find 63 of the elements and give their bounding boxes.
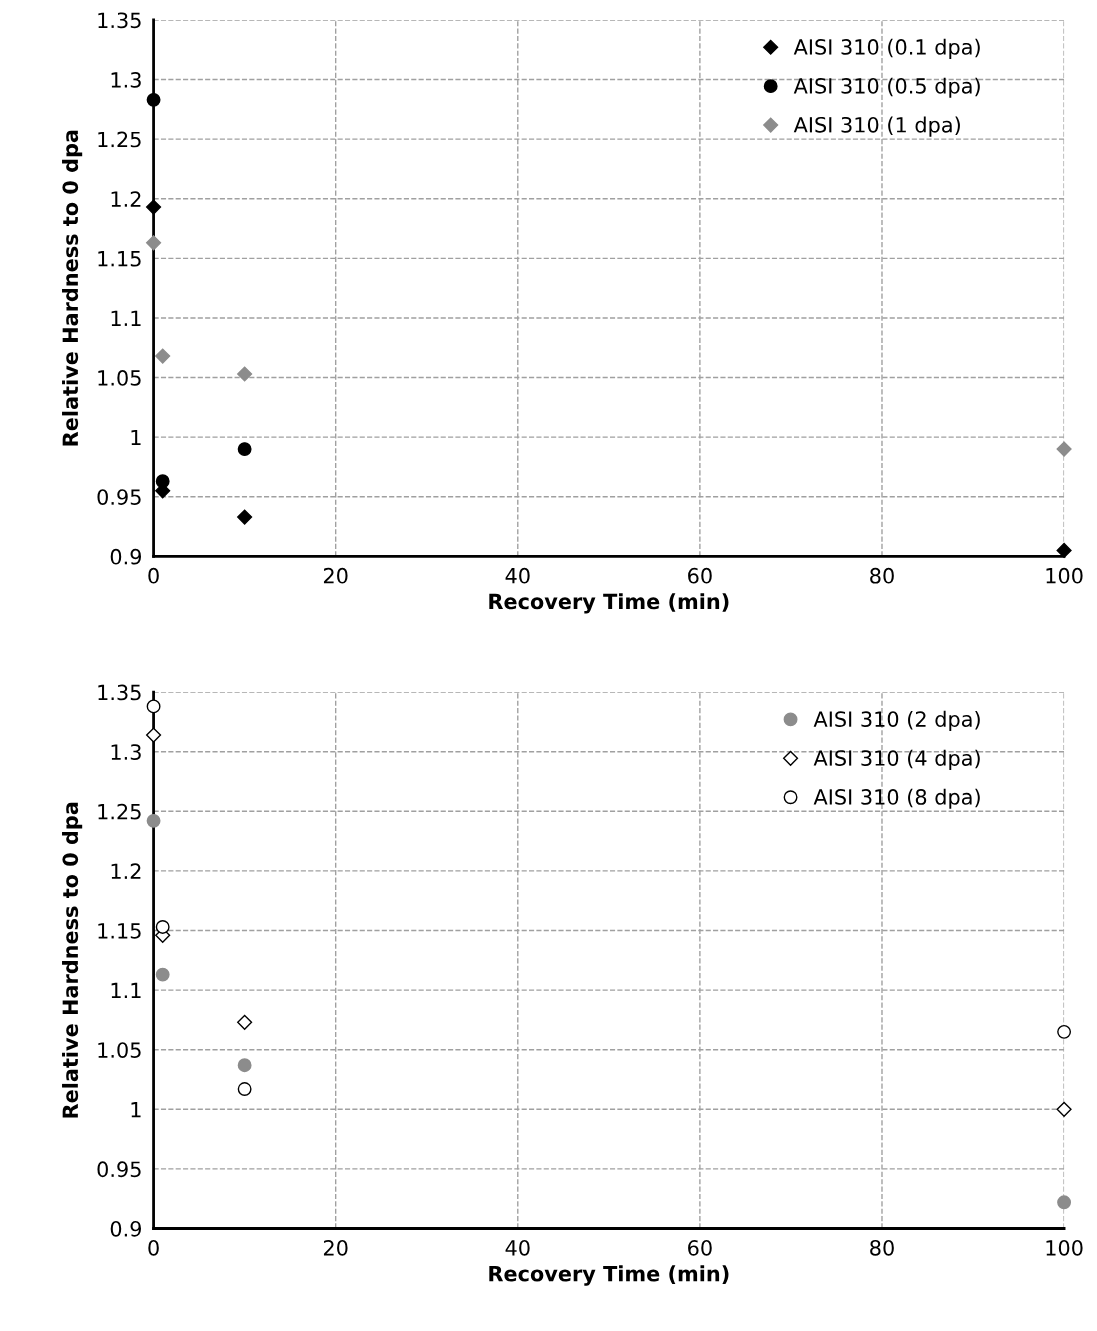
y-tick-label: 1.35	[98, 12, 141, 29]
y-tick-label: 0.95	[97, 489, 141, 505]
x-tick-label: 60	[688, 1239, 712, 1256]
point	[146, 199, 162, 215]
point	[155, 474, 170, 489]
y-tick-label: 1.3	[111, 744, 141, 760]
point	[1056, 1101, 1072, 1117]
y-axis-title: Relative Hardness to 0 dpa	[62, 130, 83, 446]
point	[155, 967, 170, 982]
x-axis-title: Recovery Time (min)	[489, 593, 729, 614]
y-axis-title: Relative Hardness to 0 dpa	[62, 802, 83, 1118]
x-tick-label: 60	[688, 567, 712, 584]
point	[1057, 1024, 1072, 1039]
y-tick-label: 1.3	[111, 72, 141, 88]
legend-label: AISI 310 (2 dpa)	[813, 710, 980, 732]
point	[237, 509, 253, 525]
y-tick-label: 1.35	[98, 684, 141, 701]
y-tick-label: 1.15	[98, 251, 141, 267]
y-tick-label: 1.1	[111, 310, 141, 326]
y-tick-label: 1.15	[98, 923, 141, 939]
x-tick-label: 0	[148, 1239, 159, 1256]
point	[146, 727, 162, 743]
point	[146, 699, 161, 714]
x-tick-label: 0	[148, 567, 159, 584]
point	[155, 348, 171, 364]
point	[155, 919, 170, 934]
y-tick-label: 1.25	[98, 803, 141, 820]
x-tick-label: 100	[1046, 1239, 1083, 1256]
x-tick-label: 40	[505, 567, 530, 584]
x-tick-label: 80	[870, 567, 894, 584]
point	[1056, 542, 1072, 558]
point	[146, 235, 162, 251]
point	[237, 1082, 252, 1096]
y-tick-label: 1.2	[111, 191, 141, 207]
point	[1056, 441, 1072, 457]
y-tick-label: 1.2	[111, 863, 141, 879]
point	[237, 442, 252, 457]
legend-label: AISI 310 (8 dpa)	[813, 788, 980, 809]
point	[1057, 1195, 1072, 1210]
x-axis-title: Recovery Time (min)	[489, 1265, 729, 1286]
point	[237, 1014, 253, 1030]
point	[237, 1058, 252, 1073]
x-tick-label: 20	[323, 567, 348, 584]
y-tick-label: 0.95	[97, 1161, 141, 1178]
x-tick-label: 20	[323, 1239, 348, 1256]
point	[146, 92, 161, 107]
point	[146, 813, 161, 828]
legend-label: AISI 310 (1 dpa)	[793, 116, 960, 137]
y-tick-label: 1.1	[111, 982, 141, 999]
x-tick-label: 100	[1046, 567, 1083, 584]
x-tick-label: 80	[870, 1239, 894, 1256]
y-tick-label: 1.05	[98, 370, 141, 386]
y-tick-label: 0.9	[110, 1220, 141, 1237]
y-tick-label: 1	[131, 1102, 141, 1118]
point	[237, 366, 253, 382]
y-tick-label: 0.9	[110, 548, 141, 565]
y-tick-label: 1.05	[98, 1042, 141, 1058]
x-tick-label: 40	[505, 1239, 530, 1256]
legend-label: AISI 310 (0.5 dpa)	[793, 77, 980, 98]
legend-label: AISI 310 (0.1 dpa)	[793, 38, 980, 59]
legend-label: AISI 310 (4 dpa)	[813, 749, 980, 770]
y-tick-label: 1.25	[98, 131, 141, 148]
y-tick-label: 1	[131, 429, 141, 446]
